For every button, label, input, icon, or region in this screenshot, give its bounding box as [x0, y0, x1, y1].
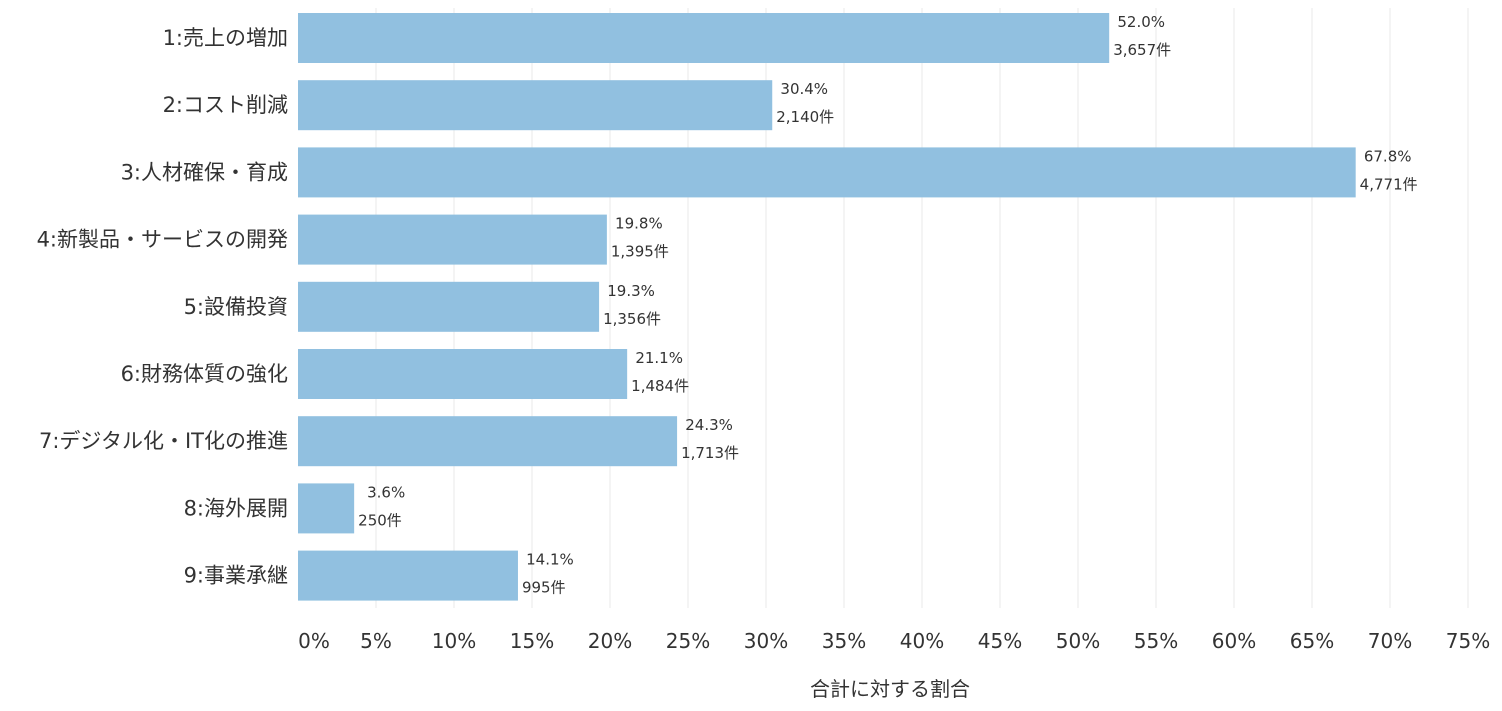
bar	[298, 80, 773, 131]
data-label-count: 4,771件	[1360, 175, 1418, 193]
data-label-count: 1,484件	[631, 377, 689, 395]
data-label-percent: 30.4%	[780, 80, 828, 98]
x-tick-label: 25%	[666, 629, 710, 653]
category-label: 1:売上の増加	[163, 26, 288, 50]
category-label: 8:海外展開	[184, 496, 288, 520]
data-label-count: 1,713件	[681, 444, 739, 462]
category-labels: 1:売上の増加 2:コスト削減 3:人材確保・育成 4:新製品・サービスの開発 5:設備…	[37, 26, 288, 588]
x-tick-label: 10%	[432, 629, 476, 653]
x-tick-label: 60%	[1212, 629, 1256, 653]
data-label-count: 995件	[522, 579, 566, 597]
data-label-percent: 24.3%	[685, 416, 733, 434]
x-axis-title: 合計に対する割合	[810, 677, 970, 701]
x-tick-label: 5%	[360, 629, 392, 653]
bar	[298, 416, 678, 467]
x-tick-label: 75%	[1446, 629, 1490, 653]
bar	[298, 349, 628, 399]
x-tick-label: 45%	[978, 629, 1022, 653]
x-tick-label: 40%	[900, 629, 944, 653]
data-label-count: 1,395件	[611, 243, 669, 261]
x-tick-label: 50%	[1056, 629, 1100, 653]
x-tick-label: 65%	[1290, 629, 1334, 653]
data-label-count: 1,356件	[603, 310, 661, 328]
x-tick-label: 30%	[744, 629, 788, 653]
data-label-percent: 14.1%	[526, 551, 574, 569]
data-label-count: 250件	[358, 511, 402, 529]
x-tick-label: 20%	[588, 629, 632, 653]
bar	[298, 483, 355, 534]
bars-layer	[298, 13, 1356, 601]
category-label: 7:デジタル化・IT化の推進	[39, 429, 288, 453]
bar	[298, 13, 1110, 63]
x-axis-ticks: 0% 5% 10% 15% 20% 25% 30% 35% 40% 45% 50% 55% 60% 65%…	[298, 629, 1490, 653]
data-label-count: 2,140件	[776, 108, 834, 126]
data-label-percent: 19.8%	[615, 215, 663, 233]
bar	[298, 550, 518, 601]
category-label: 9:事業承継	[184, 564, 288, 588]
category-label: 3:人材確保・育成	[121, 160, 288, 184]
data-label-percent: 21.1%	[635, 349, 683, 367]
category-label: 6:財務体質の強化	[121, 362, 288, 386]
data-label-percent: 19.3%	[607, 282, 655, 300]
data-labels: 52.0% 3,657件 30.4% 2,140件 67.8% 4,771件 19.8% 1,…	[358, 13, 1417, 597]
x-tick-label: 35%	[822, 629, 866, 653]
category-label: 5:設備投資	[184, 295, 288, 319]
category-label: 4:新製品・サービスの開発	[37, 228, 288, 252]
x-tick-label: 0%	[298, 629, 330, 653]
data-label-percent: 67.8%	[1364, 147, 1412, 165]
category-label: 2:コスト削減	[163, 93, 288, 117]
data-label-percent: 52.0%	[1117, 13, 1165, 31]
bar	[298, 281, 600, 332]
bar	[298, 147, 1356, 198]
x-tick-label: 70%	[1368, 629, 1412, 653]
data-label-count: 3,657件	[1113, 41, 1171, 59]
data-label-percent: 3.6%	[367, 483, 405, 501]
bar	[298, 214, 607, 265]
x-tick-label: 15%	[510, 629, 554, 653]
x-tick-label: 55%	[1134, 629, 1178, 653]
